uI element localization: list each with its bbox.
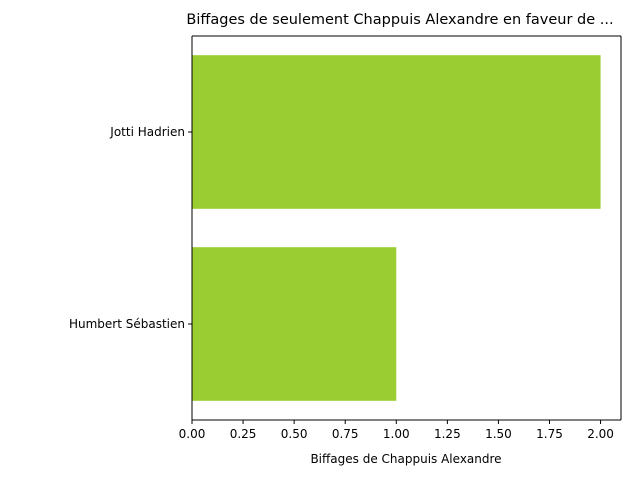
x-tick-label: 1.00 [383, 427, 410, 441]
x-axis-ticks: 0.00 0.25 0.50 0.75 1.00 1.25 1.50 1.75 2.00 [179, 420, 614, 441]
chart-title: Biffages de seulement Chappuis Alexandre… [186, 12, 613, 28]
bars-group [192, 55, 601, 401]
x-axis-label: Biffages de Chappuis Alexandre [310, 452, 501, 466]
y-tick-label-jotti-hadrien: Jotti Hadrien [109, 125, 185, 139]
x-tick-label: 1.25 [434, 427, 461, 441]
x-tick-label: 2.00 [587, 427, 614, 441]
x-tick-label: 0.50 [281, 427, 308, 441]
x-tick-label: 0.25 [230, 427, 257, 441]
y-tick-label-humbert-sebastien: Humbert Sébastien [69, 317, 185, 331]
y-axis-ticks: Jotti Hadrien Humbert Sébastien [69, 125, 192, 331]
bar-jotti-hadrien [192, 55, 601, 209]
x-tick-label: 0.75 [332, 427, 359, 441]
x-tick-label: 1.50 [485, 427, 512, 441]
bar-humbert-sebastien [192, 247, 397, 401]
axes-frame [191, 35, 622, 421]
x-tick-label: 0.00 [179, 427, 206, 441]
x-tick-label: 1.75 [536, 427, 563, 441]
